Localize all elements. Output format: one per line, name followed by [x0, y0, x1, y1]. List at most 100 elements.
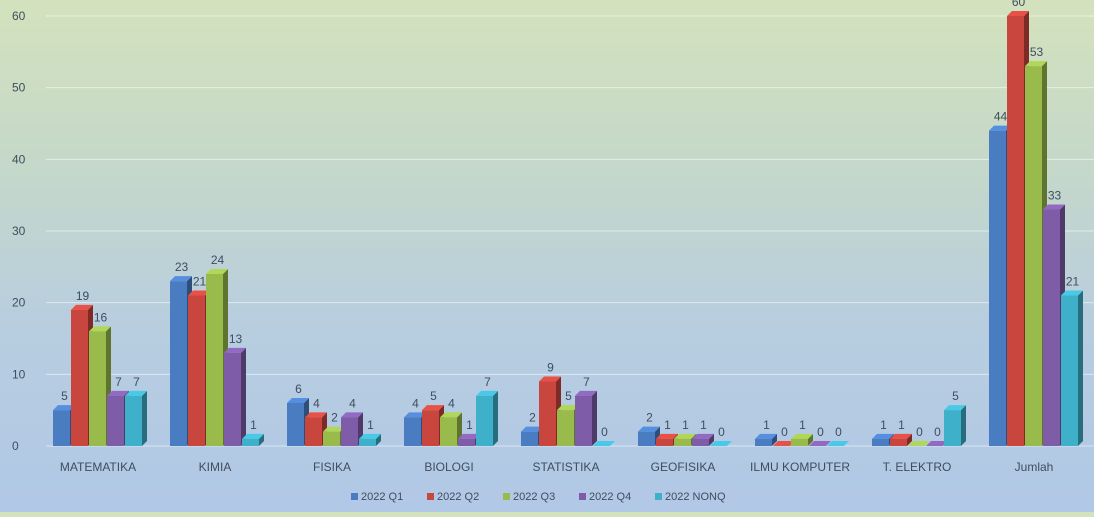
legend-label: 2022 Q3 [513, 491, 555, 503]
legend-swatch [427, 493, 434, 500]
x-tick-label: FISIKA [313, 460, 351, 474]
bar [89, 331, 106, 446]
x-tick-label: MATEMATIKA [60, 460, 136, 474]
data-label: 1 [763, 418, 770, 432]
bar [1007, 16, 1024, 446]
bar [755, 439, 772, 446]
data-label: 0 [835, 425, 842, 439]
data-label: 4 [313, 396, 320, 410]
data-label: 1 [700, 418, 707, 432]
x-tick-label: ILMU KOMPUTER [750, 460, 850, 474]
x-tick-label: KIMIA [199, 460, 232, 474]
bar-side [241, 348, 246, 446]
legend-swatch [579, 493, 586, 500]
data-label: 0 [934, 425, 941, 439]
legend-label: 2022 Q1 [361, 491, 403, 503]
data-label: 24 [211, 253, 225, 267]
bar-side [142, 391, 147, 446]
y-tick-label: 60 [12, 9, 26, 23]
bar [170, 281, 187, 446]
legend-swatch [655, 493, 662, 500]
data-label: 0 [781, 425, 788, 439]
legend-label: 2022 Q4 [589, 491, 631, 503]
x-tick-label: GEOFISIKA [651, 460, 716, 474]
bar [575, 396, 592, 446]
bar [521, 432, 538, 446]
data-label: 1 [799, 418, 806, 432]
legend-label: 2022 NONQ [665, 491, 726, 503]
bar [476, 396, 493, 446]
y-tick-label: 40 [12, 152, 26, 166]
bar [872, 439, 889, 446]
data-label: 2 [646, 411, 653, 425]
bar [323, 432, 340, 446]
bar [458, 439, 475, 446]
bar [188, 296, 205, 447]
bar [539, 382, 556, 447]
bar-top [809, 441, 831, 446]
y-tick-label: 50 [12, 81, 26, 95]
legend-swatch [503, 493, 510, 500]
bar [791, 439, 808, 446]
legend-swatch [351, 493, 358, 500]
data-label: 4 [349, 396, 356, 410]
data-label: 19 [76, 289, 90, 303]
data-label: 1 [367, 418, 374, 432]
x-tick-label: T. ELEKTRO [883, 460, 952, 474]
bar [1043, 210, 1060, 447]
bar-side [592, 391, 597, 446]
data-label: 7 [583, 375, 590, 389]
bar [674, 439, 691, 446]
x-tick-label: Jumlah [1015, 460, 1054, 474]
data-label: 4 [412, 396, 419, 410]
x-tick-label: STATISTIKA [533, 460, 600, 474]
bar [890, 439, 907, 446]
data-label: 1 [466, 418, 473, 432]
data-label: 0 [601, 425, 608, 439]
y-tick-label: 10 [12, 367, 26, 381]
data-label: 2 [331, 411, 338, 425]
bar [422, 410, 439, 446]
bar [287, 403, 304, 446]
bar [71, 310, 88, 446]
data-label: 1 [250, 418, 257, 432]
bar [341, 417, 358, 446]
data-label: 1 [898, 418, 905, 432]
legend-label: 2022 Q2 [437, 491, 479, 503]
data-label: 7 [115, 375, 122, 389]
bar [692, 439, 709, 446]
bar [404, 417, 421, 446]
data-label: 0 [718, 425, 725, 439]
bar-top [908, 441, 930, 446]
bar-side [493, 391, 498, 446]
data-label: 13 [229, 332, 243, 346]
bar [53, 410, 70, 446]
bar-top [710, 441, 732, 446]
bar [440, 417, 457, 446]
data-label: 7 [133, 375, 140, 389]
data-label: 60 [1012, 0, 1026, 9]
data-label: 4 [448, 396, 455, 410]
data-label: 5 [565, 389, 572, 403]
y-tick-label: 30 [12, 224, 26, 238]
data-label: 21 [1066, 275, 1080, 289]
bar [1025, 66, 1042, 446]
data-label: 44 [994, 110, 1008, 124]
data-label: 1 [682, 418, 689, 432]
data-label: 33 [1048, 189, 1062, 203]
bar [359, 439, 376, 446]
data-label: 6 [295, 382, 302, 396]
bar-side [1078, 291, 1083, 447]
data-label: 0 [916, 425, 923, 439]
bar [206, 274, 223, 446]
y-tick-label: 0 [12, 439, 19, 453]
data-label: 5 [61, 389, 68, 403]
bar [989, 131, 1006, 446]
bar [242, 439, 259, 446]
bar-top [827, 441, 849, 446]
data-label: 7 [484, 375, 491, 389]
x-tick-label: BIOLOGI [424, 460, 473, 474]
data-label: 5 [430, 389, 437, 403]
data-label: 5 [952, 389, 959, 403]
